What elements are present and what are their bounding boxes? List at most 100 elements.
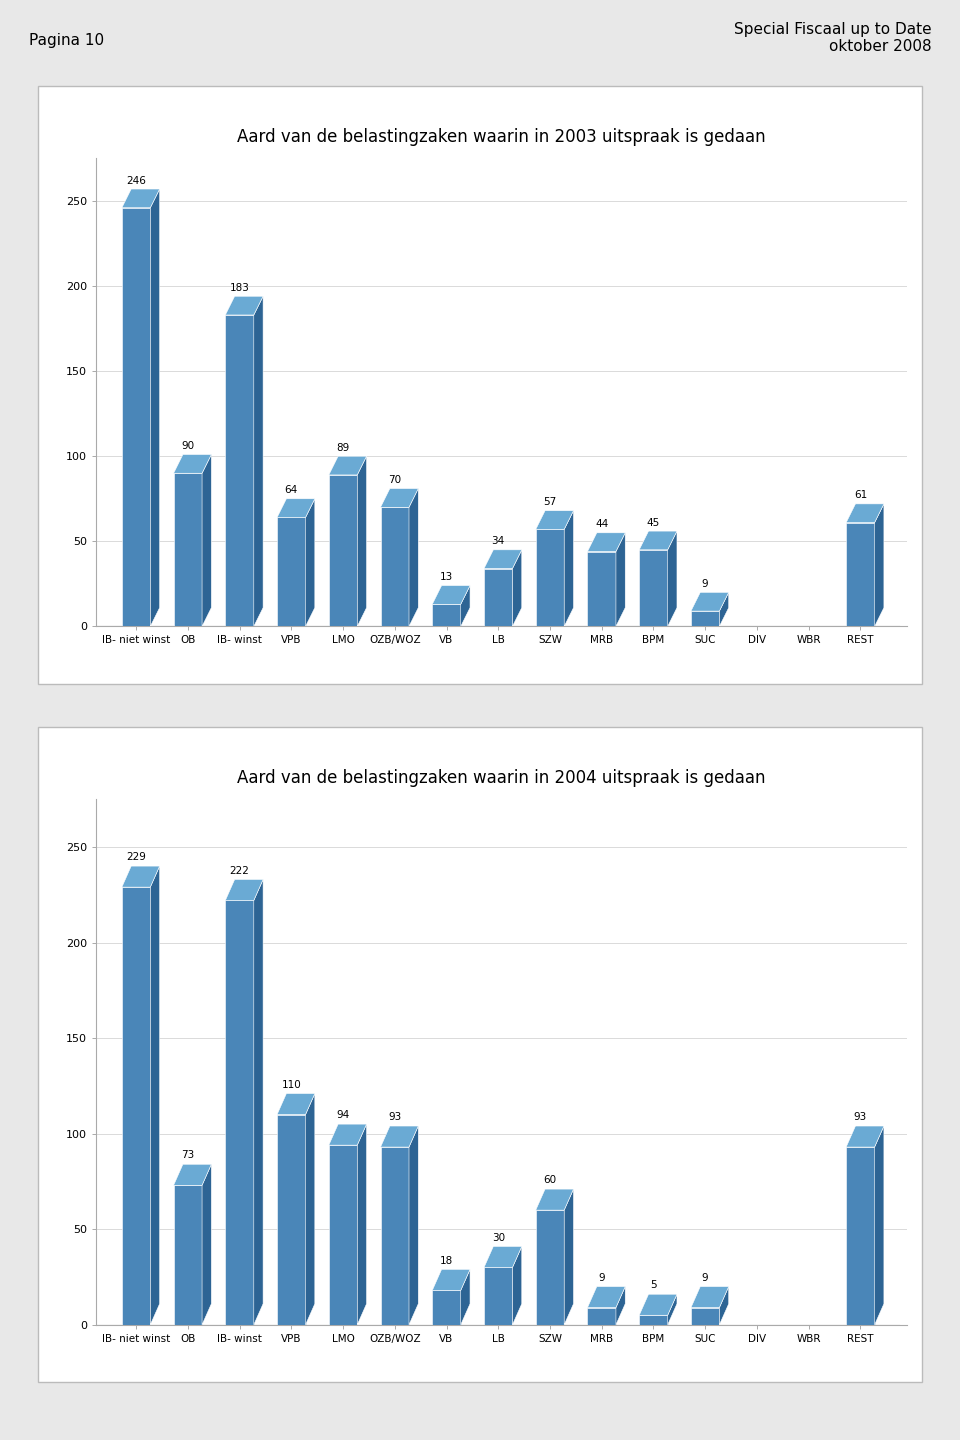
Polygon shape <box>380 1126 419 1148</box>
Text: 94: 94 <box>336 1110 349 1120</box>
Polygon shape <box>588 1308 616 1325</box>
Polygon shape <box>277 1115 305 1325</box>
Polygon shape <box>536 530 564 626</box>
Polygon shape <box>667 531 677 626</box>
Polygon shape <box>253 297 263 626</box>
Text: 13: 13 <box>440 572 453 582</box>
Polygon shape <box>719 1286 729 1325</box>
Polygon shape <box>305 498 315 626</box>
Text: 90: 90 <box>181 441 194 451</box>
Text: 34: 34 <box>492 537 505 546</box>
Polygon shape <box>122 189 159 207</box>
Polygon shape <box>305 1093 315 1325</box>
Polygon shape <box>226 315 253 626</box>
Text: 9: 9 <box>598 1273 605 1283</box>
Polygon shape <box>461 1270 470 1325</box>
Text: 73: 73 <box>181 1151 195 1161</box>
Polygon shape <box>484 569 513 626</box>
Polygon shape <box>691 611 719 626</box>
Polygon shape <box>253 880 263 1325</box>
Polygon shape <box>875 504 884 626</box>
Polygon shape <box>432 1290 461 1325</box>
Polygon shape <box>536 1210 564 1325</box>
Polygon shape <box>226 900 253 1325</box>
Polygon shape <box>329 456 367 475</box>
Polygon shape <box>202 455 211 626</box>
Polygon shape <box>277 517 305 626</box>
Polygon shape <box>667 1295 677 1325</box>
Polygon shape <box>380 488 419 507</box>
Text: 246: 246 <box>126 176 146 186</box>
Polygon shape <box>484 1267 513 1325</box>
Polygon shape <box>329 1125 367 1145</box>
Text: 9: 9 <box>702 579 708 589</box>
Polygon shape <box>616 533 625 626</box>
Text: 110: 110 <box>281 1080 301 1090</box>
Text: 222: 222 <box>229 865 250 876</box>
Polygon shape <box>226 880 263 900</box>
Polygon shape <box>357 456 367 626</box>
Polygon shape <box>174 474 202 626</box>
Text: 93: 93 <box>388 1112 401 1122</box>
Polygon shape <box>691 1286 729 1308</box>
Polygon shape <box>151 865 159 1325</box>
Polygon shape <box>174 1185 202 1325</box>
Polygon shape <box>719 592 729 626</box>
Polygon shape <box>380 507 409 626</box>
Text: 60: 60 <box>543 1175 557 1185</box>
Polygon shape <box>588 533 625 552</box>
Text: 64: 64 <box>285 485 298 495</box>
Polygon shape <box>564 1189 573 1325</box>
Polygon shape <box>846 523 875 626</box>
Polygon shape <box>536 511 573 530</box>
Text: 61: 61 <box>853 491 867 501</box>
Polygon shape <box>513 1247 522 1325</box>
Text: Pagina 10: Pagina 10 <box>29 33 104 48</box>
Text: 5: 5 <box>650 1280 657 1290</box>
Text: 57: 57 <box>543 497 557 507</box>
Polygon shape <box>639 1295 677 1315</box>
Title: Aard van de belastingzaken waarin in 2003 uitspraak is gedaan: Aard van de belastingzaken waarin in 200… <box>237 128 766 145</box>
Polygon shape <box>691 1308 719 1325</box>
Polygon shape <box>432 586 470 605</box>
Title: Aard van de belastingzaken waarin in 2004 uitspraak is gedaan: Aard van de belastingzaken waarin in 200… <box>237 769 766 786</box>
Polygon shape <box>846 504 884 523</box>
Polygon shape <box>564 511 573 626</box>
Text: 93: 93 <box>853 1112 867 1122</box>
Polygon shape <box>484 550 522 569</box>
Text: 70: 70 <box>388 475 401 485</box>
Polygon shape <box>277 1093 315 1115</box>
Polygon shape <box>536 1189 573 1210</box>
Polygon shape <box>409 488 419 626</box>
Polygon shape <box>174 1165 211 1185</box>
Polygon shape <box>846 1148 875 1325</box>
Polygon shape <box>151 189 159 626</box>
Polygon shape <box>432 1270 470 1290</box>
Text: 18: 18 <box>440 1256 453 1266</box>
Polygon shape <box>226 297 263 315</box>
Polygon shape <box>639 531 677 550</box>
Polygon shape <box>691 592 729 611</box>
Polygon shape <box>122 207 151 626</box>
Polygon shape <box>513 550 522 626</box>
Polygon shape <box>616 1286 625 1325</box>
Polygon shape <box>202 1165 211 1325</box>
Polygon shape <box>588 1286 625 1308</box>
Polygon shape <box>174 455 211 474</box>
Polygon shape <box>122 865 159 887</box>
Text: 229: 229 <box>126 852 146 863</box>
Polygon shape <box>639 1315 667 1325</box>
Polygon shape <box>846 1126 884 1148</box>
Polygon shape <box>588 552 616 626</box>
Text: 30: 30 <box>492 1233 505 1243</box>
Text: Special Fiscaal up to Date
oktober 2008: Special Fiscaal up to Date oktober 2008 <box>733 22 931 53</box>
Polygon shape <box>329 475 357 626</box>
Polygon shape <box>484 1247 522 1267</box>
Text: 89: 89 <box>336 444 349 452</box>
Polygon shape <box>380 1148 409 1325</box>
Polygon shape <box>432 605 461 626</box>
Text: 9: 9 <box>702 1273 708 1283</box>
Polygon shape <box>329 1145 357 1325</box>
Text: 44: 44 <box>595 520 609 530</box>
Text: 45: 45 <box>647 518 660 527</box>
